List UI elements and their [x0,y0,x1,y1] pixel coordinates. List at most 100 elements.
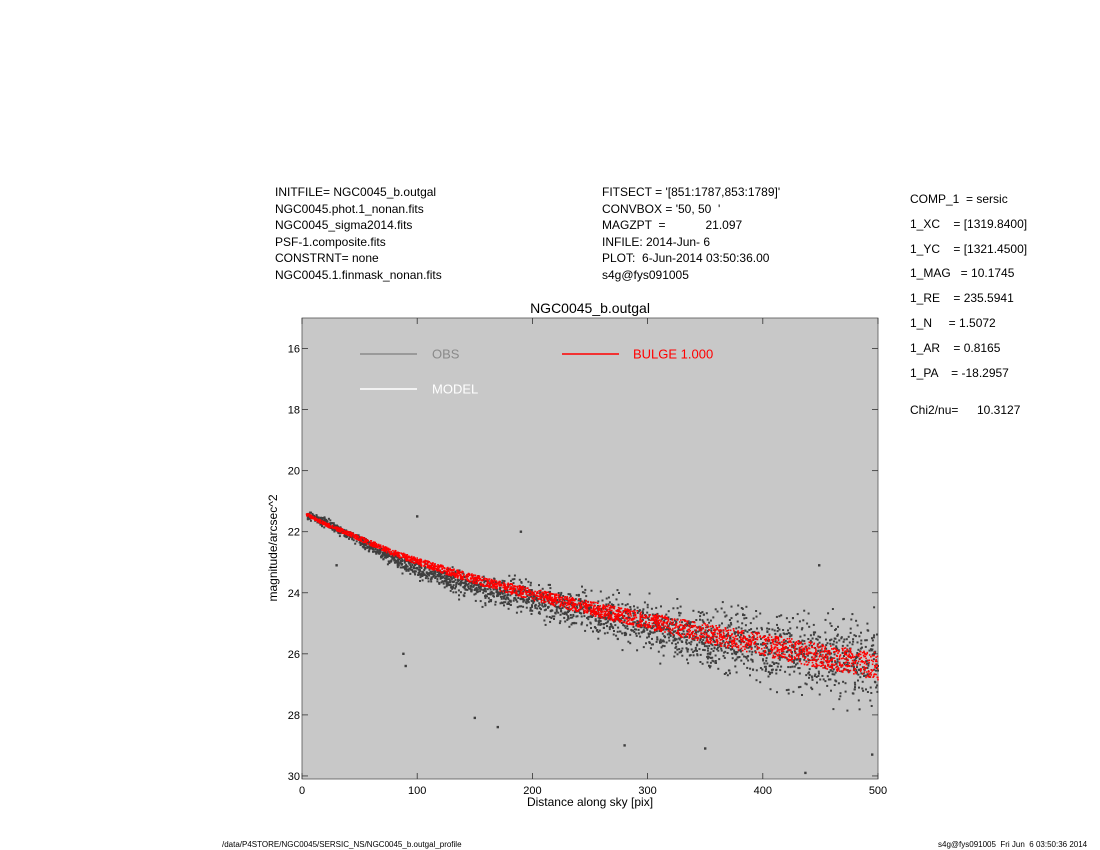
obs-point [685,641,688,644]
obs-point [679,605,682,608]
obs-point [812,631,815,634]
obs-point [707,652,710,655]
obs-point [703,645,706,648]
bulge-point [703,636,705,638]
obs-point [676,607,679,610]
bulge-point [524,590,527,592]
bulge-point [867,670,870,672]
bulge-point [503,584,505,586]
obs-point [870,644,873,647]
bulge-point [826,668,829,670]
obs-point [799,685,802,688]
obs-point [638,609,641,612]
bulge-point [461,570,463,573]
obs-point [573,622,576,625]
bulge-point [565,607,567,609]
obs-point [421,570,424,573]
obs-point [801,627,804,630]
bulge-point [565,604,568,607]
bulge-point [610,617,613,620]
bulge-point [726,637,728,640]
bulge-point [812,665,814,667]
obs-point [423,569,426,571]
obs-point [400,557,403,560]
bulge-point [551,598,554,601]
bulge-point [537,592,539,594]
bulge-point [875,660,878,663]
obs-point [592,630,594,633]
obs-point [523,588,526,591]
obs-point [750,658,753,661]
bulge-point [652,614,654,617]
obs-point [798,667,801,670]
obs-point [768,639,771,642]
bulge-point [764,654,766,656]
obs-point [810,641,813,644]
bulge-point [822,667,824,669]
obs-point [775,672,778,675]
obs-point [787,666,790,669]
bulge-point [441,572,444,574]
bulge-point [764,635,766,637]
obs-point [769,649,772,652]
bulge-point [401,556,404,558]
bulge-point [491,580,494,582]
obs-point [815,637,818,640]
obs-point [843,655,845,657]
obs-point [763,643,766,646]
obs-point [809,634,812,637]
bulge-point [701,628,703,630]
obs-point [306,517,309,520]
bulge-point [600,610,602,613]
bulge-point [847,669,849,671]
bulge-point [611,609,613,612]
obs-point [792,690,795,693]
obs-point [859,647,862,650]
obs-point [570,601,573,604]
obs-point [699,638,702,640]
bulge-point [501,584,503,587]
bulge-point [451,570,453,572]
bulge-point [493,585,496,587]
obs-point [800,628,803,631]
bulge-point [485,578,488,580]
obs-point [604,607,607,610]
bulge-point [562,601,565,604]
obs-point [836,647,839,650]
obs-point [560,591,563,594]
obs-point [824,680,827,683]
bulge-point [594,615,596,618]
bulge-point [779,649,781,651]
bulge-point [578,598,580,600]
obs-point [708,644,711,647]
obs-point [717,649,720,652]
bulge-point [395,554,397,556]
bulge-point [828,650,831,652]
obs-point [860,642,863,645]
obs-point [520,581,523,583]
bulge-point [696,639,699,641]
obs-point [796,626,799,629]
obs-point [735,671,738,674]
bulge-point [722,629,725,631]
bulge-point [633,617,636,620]
bulge-point [661,616,664,618]
obs-point [725,614,728,617]
obs-point [736,612,739,615]
obs-point [838,639,841,642]
obs-point [837,682,840,685]
bulge-point [523,596,525,598]
bulge-point [756,648,759,651]
bulge-point [814,656,816,658]
obs-point [558,600,561,602]
bulge-point [634,611,636,614]
bulge-point [500,583,503,586]
bulge-point [377,547,379,549]
bulge-point [373,541,376,544]
bulge-point [720,645,723,647]
bulge-point [602,604,605,606]
bulge-point [590,608,592,610]
obs-point [635,634,638,637]
bulge-point [314,516,317,519]
bulge-point [810,641,812,644]
